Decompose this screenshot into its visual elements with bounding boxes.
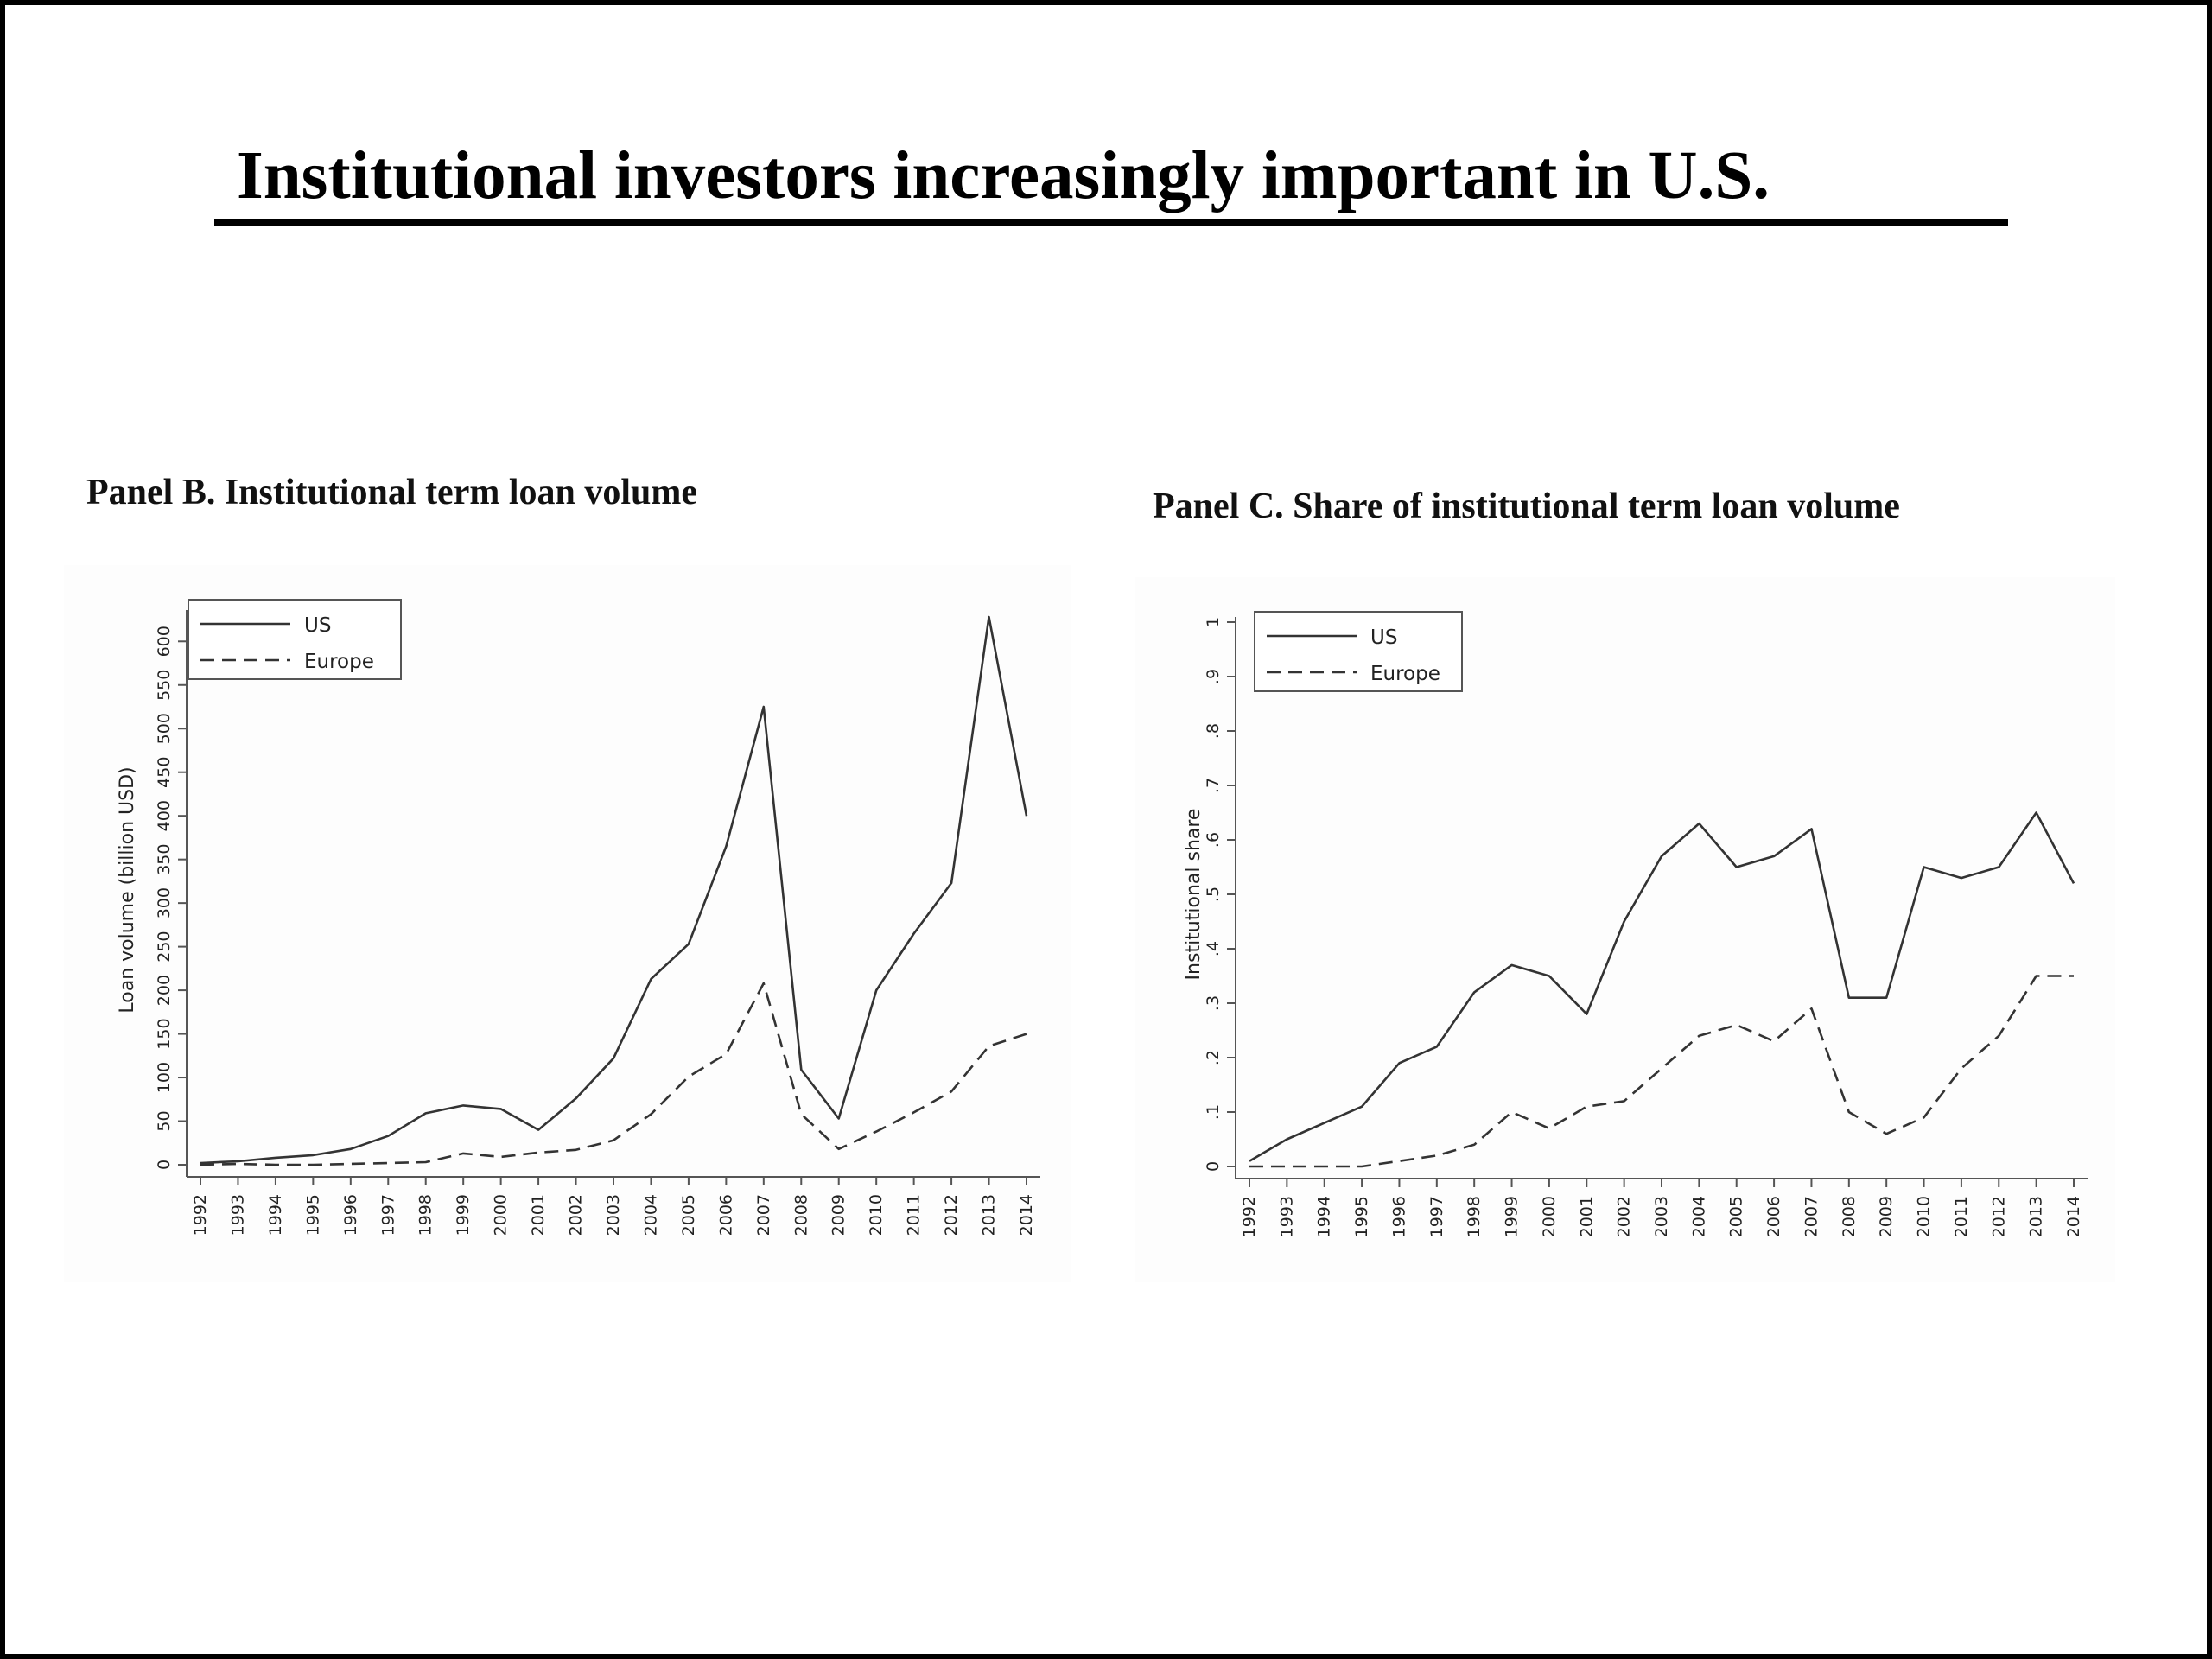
x-tick-label: 1995 [1352,1196,1371,1237]
x-tick-label: 2000 [492,1194,511,1236]
x-tick-label: 1999 [454,1194,473,1236]
x-tick-label: 2011 [1952,1196,1971,1237]
x-tick-label: 2013 [2027,1196,2046,1237]
legend-box [1254,611,1463,692]
x-tick-label: 2005 [679,1194,698,1236]
x-tick-label: 2011 [905,1194,924,1236]
legend-label-us: US [304,614,331,637]
x-tick-label: 2014 [2064,1196,2083,1237]
panel-c-chart: 0 .1 .2 .3 .4 .5 .6 .7 .8 .9 1 1992 1993 1994 1995 1996… [1183,611,2088,1237]
y-tick-label: .5 [1204,887,1223,902]
y-tick-label: 200 [155,975,174,1006]
x-tick-label: 1993 [1277,1196,1296,1237]
y-tick-label: 50 [155,1110,174,1131]
y-tick-label: 0 [155,1160,174,1170]
panel-c-title: Panel C. Share of institutional term loa… [1153,486,1900,526]
slide-title: Institutional investors increasingly imp… [214,133,2008,226]
x-tick-label: 2013 [980,1194,999,1236]
y-tick-label: .9 [1204,669,1223,684]
y-tick-label: 300 [155,887,174,918]
slide: Institutional investors increasingly imp… [5,5,2207,1654]
x-tick-label: 1997 [1427,1196,1446,1237]
x-tick-label: 2002 [1615,1196,1634,1237]
x-tick-label: 1997 [378,1194,397,1236]
x-tick-label: 2005 [1727,1196,1746,1237]
y-tick-label: 250 [155,931,174,962]
x-tick-label: 2001 [1577,1196,1596,1237]
x-tick-label: 2010 [1915,1196,1934,1237]
x-tick-label: 2012 [1989,1196,2008,1237]
x-tick-label: 2002 [567,1194,586,1236]
x-tick-label: 2008 [791,1194,810,1236]
y-tick-label: 450 [155,757,174,788]
x-tick-label: 2012 [942,1194,961,1236]
x-tick-label: 2008 [1840,1196,1859,1237]
y-tick-label: .1 [1204,1104,1223,1120]
y-tick-label: .2 [1204,1050,1223,1065]
x-tick-label: 2010 [867,1194,886,1236]
x-tick-label: 2007 [754,1194,773,1236]
legend-label-europe: Europe [304,651,374,673]
x-tick-label: 1998 [1465,1196,1484,1237]
x-tick-label: 2001 [529,1194,548,1236]
y-tick-label: 600 [155,626,174,657]
y-tick-label: 500 [155,713,174,744]
y-tick-label: 1 [1204,617,1223,627]
x-tick-label: 1999 [1503,1196,1522,1237]
y-axis-label: Institutional share [1183,809,1205,981]
series-europe-line [200,982,1027,1166]
series-europe-line [1249,975,2074,1168]
x-tick-label: 1996 [1389,1196,1408,1237]
series-us-line [1249,811,2075,1162]
y-tick-label: 100 [155,1062,174,1093]
x-tick-label: 2009 [830,1194,849,1236]
x-tick-label: 2003 [604,1194,623,1236]
x-tick-label: 2006 [716,1194,735,1236]
y-tick-label: 400 [155,800,174,831]
x-tick-label: 1996 [341,1194,360,1236]
panel-b-chart-box: 0 50 100 150 200 250 300 350 400 450 500 550 600 1992… [64,565,1071,1282]
y-axis-label: Loan volume (billion USD) [117,766,138,1013]
x-tick-label: 1998 [416,1194,435,1236]
panel-c-chart-box: 0 .1 .2 .3 .4 .5 .6 .7 .8 .9 1 1992 1993 1994 1995 1996… [1135,577,2115,1282]
legend-label-europe: Europe [1370,663,1440,685]
x-tick-label: 1995 [303,1194,322,1236]
legend-box [188,599,402,680]
panel-b-title: Panel B. Institutional term loan volume [86,473,698,512]
y-tick-label: .4 [1204,941,1223,957]
y-tick-label: 0 [1204,1161,1223,1172]
y-tick-label: .6 [1204,832,1223,848]
y-tick-label: .7 [1204,778,1223,793]
x-tick-label: 1992 [191,1194,210,1236]
x-tick-label: 1992 [1240,1196,1259,1237]
x-tick-label: 2004 [641,1194,660,1236]
y-tick-label: 150 [155,1018,174,1049]
y-tick-label: .8 [1204,723,1223,739]
x-tick-label: 2000 [1540,1196,1559,1237]
x-tick-label: 2014 [1017,1194,1036,1236]
x-tick-label: 2006 [1764,1196,1783,1237]
x-tick-label: 2007 [1802,1196,1821,1237]
x-tick-label: 2004 [1689,1196,1708,1237]
x-tick-label: 2003 [1652,1196,1671,1237]
y-tick-label: 550 [155,670,174,701]
y-tick-label: .3 [1204,995,1223,1011]
x-tick-label: 1994 [1315,1196,1334,1237]
x-tick-label: 1994 [266,1194,285,1236]
x-tick-label: 1993 [228,1194,247,1236]
x-tick-label: 2009 [1877,1196,1896,1237]
y-tick-label: 350 [155,844,174,875]
panel-b-chart: 0 50 100 150 200 250 300 350 400 450 500 550 600 1992… [117,599,1040,1236]
legend-label-us: US [1370,626,1397,649]
series-us-line [200,615,1028,1165]
